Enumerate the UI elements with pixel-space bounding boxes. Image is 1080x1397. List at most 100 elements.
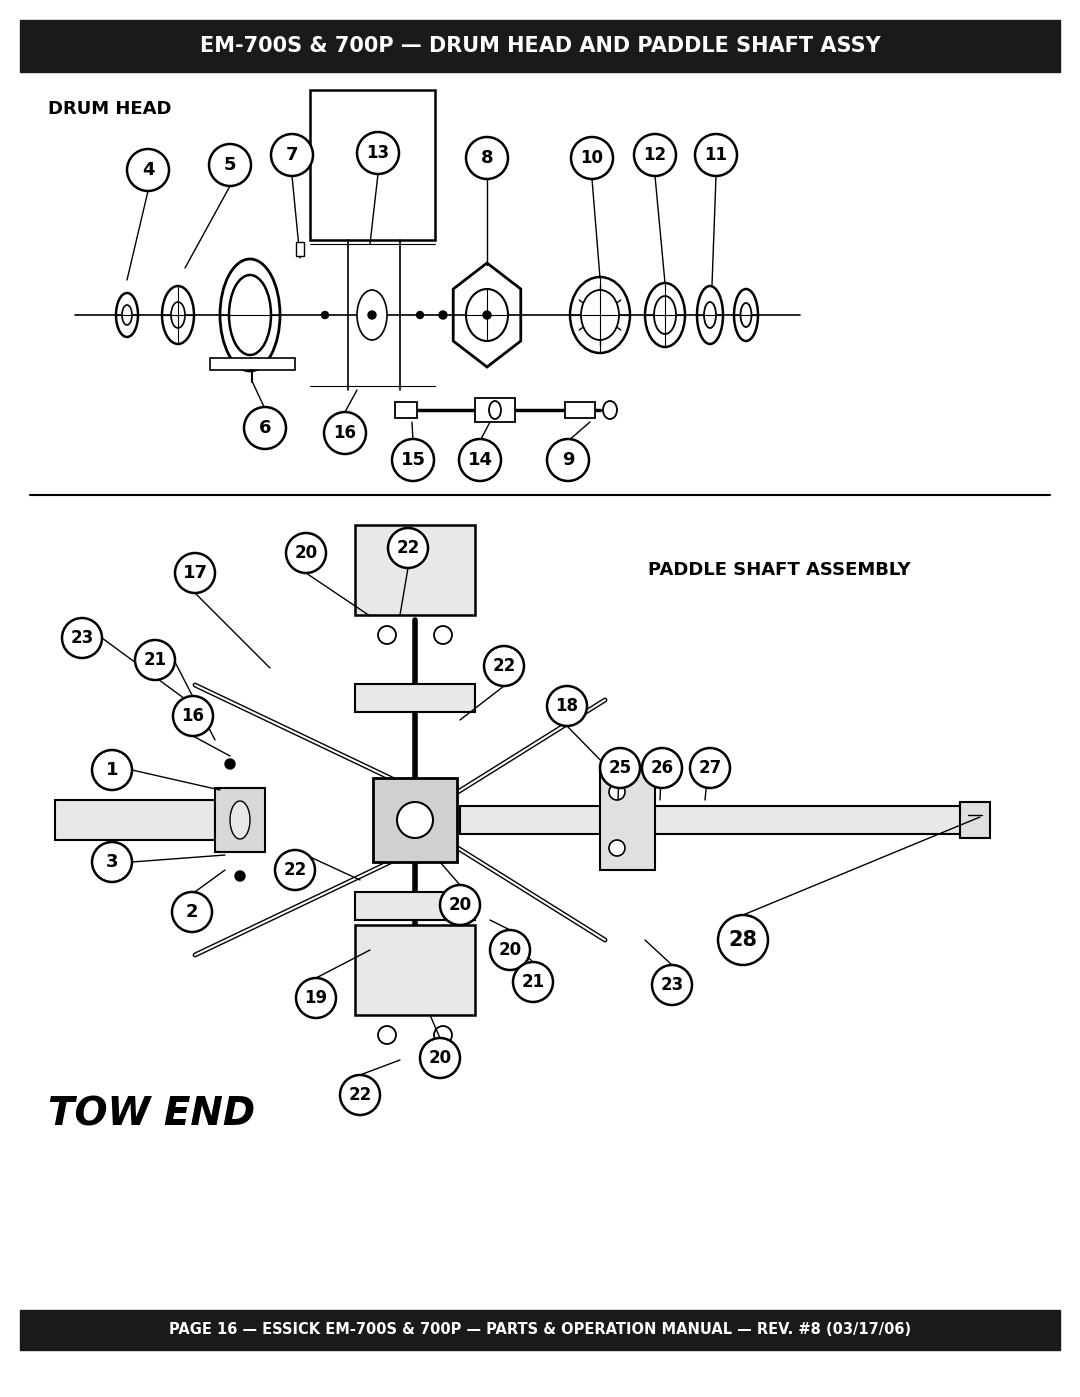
Text: 11: 11 (704, 147, 728, 163)
Circle shape (322, 312, 328, 319)
Text: PADDLE SHAFT ASSEMBLY: PADDLE SHAFT ASSEMBLY (648, 562, 910, 578)
Text: 13: 13 (366, 144, 390, 162)
Circle shape (600, 747, 640, 788)
Ellipse shape (489, 401, 501, 419)
Bar (355, 525, 475, 615)
Text: 20: 20 (499, 942, 522, 958)
Ellipse shape (734, 289, 758, 341)
Ellipse shape (171, 302, 185, 328)
Bar (355, 925, 475, 1016)
Text: 16: 16 (334, 425, 356, 441)
Bar (210, 358, 295, 370)
Circle shape (392, 439, 434, 481)
Circle shape (465, 137, 508, 179)
Text: TOW END: TOW END (48, 1097, 255, 1134)
Text: 22: 22 (283, 861, 307, 879)
Circle shape (296, 978, 336, 1018)
Bar (600, 770, 654, 870)
Text: 25: 25 (608, 759, 632, 777)
Circle shape (546, 439, 589, 481)
Text: 3: 3 (106, 854, 118, 870)
Circle shape (127, 149, 168, 191)
Text: 23: 23 (70, 629, 94, 647)
Text: EM-700S & 700P — DRUM HEAD AND PADDLE SHAFT ASSY: EM-700S & 700P — DRUM HEAD AND PADDLE SH… (200, 36, 880, 56)
Circle shape (340, 1076, 380, 1115)
Text: 26: 26 (650, 759, 674, 777)
Ellipse shape (220, 258, 280, 372)
Text: 5: 5 (224, 156, 237, 175)
Circle shape (388, 528, 428, 569)
Bar (355, 893, 475, 921)
Ellipse shape (570, 277, 630, 353)
Circle shape (652, 965, 692, 1004)
Text: 15: 15 (401, 451, 426, 469)
Text: 16: 16 (181, 707, 204, 725)
Circle shape (696, 134, 737, 176)
Ellipse shape (465, 289, 508, 341)
Bar (21, 20, 1059, 73)
Text: 20: 20 (448, 895, 472, 914)
Circle shape (634, 134, 676, 176)
Ellipse shape (704, 302, 716, 328)
Polygon shape (454, 263, 521, 367)
Text: 2: 2 (186, 902, 199, 921)
Bar (310, 89, 435, 240)
Bar (296, 242, 303, 256)
Text: 21: 21 (522, 972, 544, 990)
Circle shape (378, 626, 396, 644)
Text: 19: 19 (305, 989, 327, 1007)
Circle shape (135, 640, 175, 680)
Circle shape (286, 534, 326, 573)
Bar (373, 778, 457, 862)
Circle shape (546, 686, 588, 726)
Text: 12: 12 (644, 147, 666, 163)
Circle shape (440, 886, 480, 925)
Bar (395, 402, 417, 418)
Text: 6: 6 (259, 419, 271, 437)
Bar (355, 685, 475, 712)
Ellipse shape (697, 286, 723, 344)
Circle shape (642, 747, 681, 788)
Bar (21, 1310, 1059, 1350)
Bar (55, 800, 215, 840)
Ellipse shape (603, 401, 617, 419)
Text: 10: 10 (581, 149, 604, 168)
Ellipse shape (230, 800, 249, 840)
Circle shape (357, 131, 399, 175)
Text: 23: 23 (660, 977, 684, 995)
Text: 17: 17 (183, 564, 207, 583)
Text: 21: 21 (144, 651, 166, 669)
Circle shape (92, 842, 132, 882)
Bar (475, 398, 515, 422)
Circle shape (609, 840, 625, 856)
Text: 22: 22 (396, 539, 420, 557)
Ellipse shape (229, 275, 271, 355)
Text: 20: 20 (429, 1049, 451, 1067)
Ellipse shape (357, 291, 387, 339)
Circle shape (324, 412, 366, 454)
Circle shape (175, 553, 215, 592)
Text: PAGE 16 — ESSICK EM-700S & 700P — PARTS & OPERATION MANUAL — REV. #8 (03/17/06): PAGE 16 — ESSICK EM-700S & 700P — PARTS … (168, 1323, 912, 1337)
Text: 4: 4 (141, 161, 154, 179)
Circle shape (490, 930, 530, 970)
Ellipse shape (645, 284, 685, 346)
Circle shape (459, 439, 501, 481)
Ellipse shape (741, 303, 752, 327)
Circle shape (378, 1025, 396, 1044)
Text: 8: 8 (481, 149, 494, 168)
Ellipse shape (654, 296, 676, 334)
Bar (565, 402, 595, 418)
Text: 7: 7 (286, 147, 298, 163)
Circle shape (275, 849, 315, 890)
Circle shape (438, 312, 447, 319)
Circle shape (235, 870, 245, 882)
Circle shape (271, 134, 313, 176)
Text: 18: 18 (555, 697, 579, 715)
Text: 1: 1 (106, 761, 118, 780)
Text: 22: 22 (492, 657, 515, 675)
Circle shape (690, 747, 730, 788)
Ellipse shape (122, 305, 132, 326)
Circle shape (244, 407, 286, 448)
Circle shape (718, 915, 768, 965)
Bar (960, 802, 990, 838)
